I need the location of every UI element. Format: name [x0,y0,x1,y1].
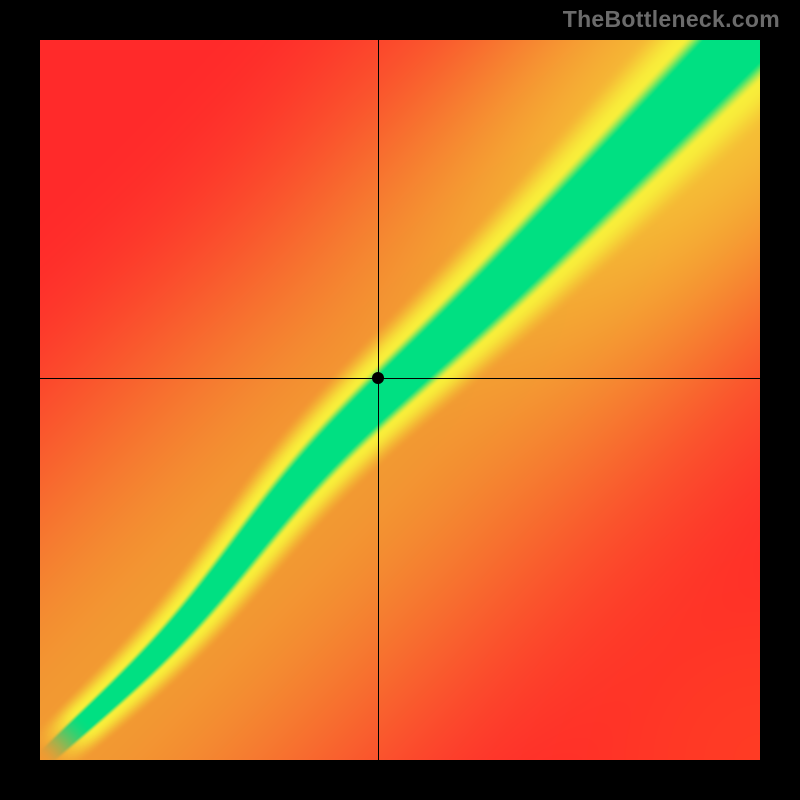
heatmap-canvas [40,40,760,760]
crosshair-horizontal [40,378,760,379]
watermark-text: TheBottleneck.com [563,6,780,33]
chart-container: TheBottleneck.com [0,0,800,800]
plot-area [40,40,760,760]
crosshair-vertical [378,40,379,760]
crosshair-marker [372,372,384,384]
